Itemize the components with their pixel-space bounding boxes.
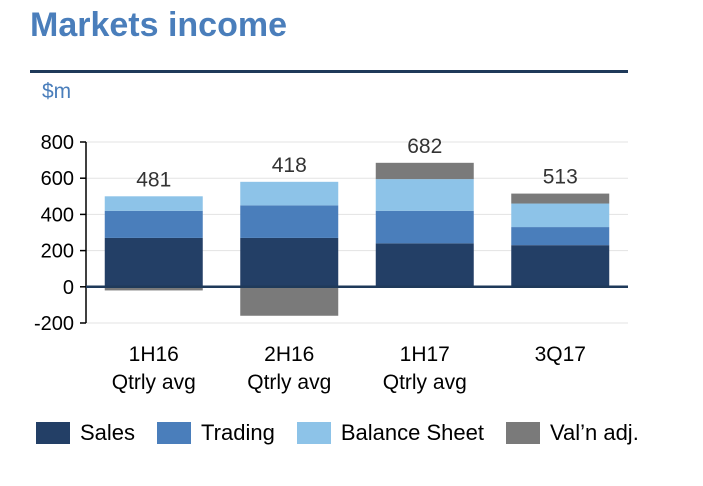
bar-segment xyxy=(104,286,203,291)
legend-label: Sales xyxy=(80,420,136,445)
bar-segment xyxy=(240,181,339,206)
y-axis-unit: $m xyxy=(42,80,72,103)
y-tick-label: 0 xyxy=(63,277,74,299)
legend-label: Trading xyxy=(201,420,275,445)
legend-swatch xyxy=(157,422,192,444)
legend-item: Sales xyxy=(36,420,135,446)
bar-segment xyxy=(104,210,203,238)
legend-item: Balance Sheet xyxy=(296,420,484,446)
bar-segment xyxy=(104,196,203,211)
bar-segment xyxy=(511,227,610,246)
x-tick-label: 2H16 xyxy=(264,343,314,366)
bar-segment xyxy=(375,243,474,287)
y-tick-label: 800 xyxy=(41,132,74,154)
data-label: 513 xyxy=(543,166,578,189)
legend-swatch xyxy=(505,422,540,444)
data-label: 682 xyxy=(407,135,442,158)
bar-segment xyxy=(511,193,610,204)
legend-swatch xyxy=(36,422,70,444)
bar-segment xyxy=(375,210,474,244)
bar-segment xyxy=(511,203,610,228)
bar-segment xyxy=(240,286,339,316)
chart-title: Markets income xyxy=(30,6,287,44)
x-tick-label: Qtrly avg xyxy=(383,371,467,394)
x-tick-label: Qtrly avg xyxy=(247,371,331,394)
y-tick-label: 400 xyxy=(41,204,74,226)
bar-segment xyxy=(240,205,339,238)
legend-item: Trading xyxy=(157,420,275,446)
title-rule xyxy=(30,70,628,73)
x-tick-label: Qtrly avg xyxy=(112,371,196,394)
x-tick-label: 1H16 xyxy=(129,343,179,366)
legend-swatch xyxy=(296,422,331,444)
bar-segment xyxy=(511,245,610,287)
legend: Sales Trading Balance Sheet Val’n adj. xyxy=(36,420,661,446)
legend-item: Val’n adj. xyxy=(505,420,639,446)
y-tick-label: -200 xyxy=(34,313,74,335)
data-label: 418 xyxy=(272,154,307,177)
legend-label: Balance Sheet xyxy=(340,420,484,445)
bar-segment xyxy=(104,237,203,287)
bar-segment xyxy=(375,162,474,180)
y-tick-label: 600 xyxy=(41,168,74,190)
x-tick-label: 1H17 xyxy=(400,343,450,366)
bar-segment xyxy=(375,179,474,211)
y-tick-label: 200 xyxy=(41,241,74,263)
x-tick-label: 3Q17 xyxy=(535,343,586,366)
bar-segment xyxy=(240,237,339,287)
data-label: 481 xyxy=(136,168,171,191)
legend-label: Val’n adj. xyxy=(549,420,639,445)
